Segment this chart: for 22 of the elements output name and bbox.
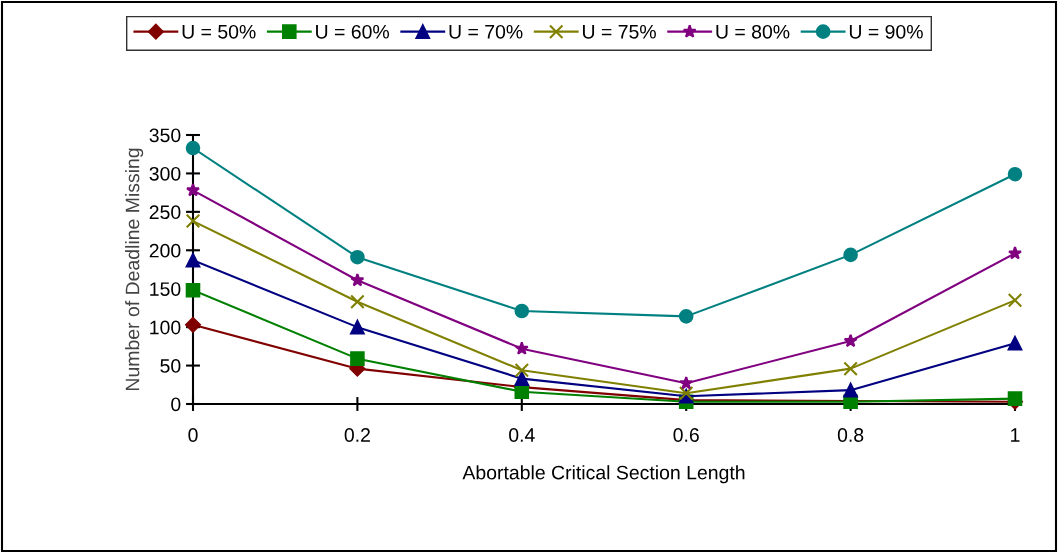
y-tick-label: 50: [160, 359, 181, 373]
y-tick-label: 300: [149, 166, 181, 181]
y-tick-label: 150: [150, 282, 181, 296]
x-axis-title: Abortable Critical Section Length: [462, 465, 745, 484]
y-tick-label: 250: [149, 205, 181, 220]
y-tick-label: 100: [150, 320, 181, 335]
legend-label: U = 75%: [583, 24, 656, 39]
legend-label: U = 90%: [849, 24, 923, 39]
y-tick-label: 200: [149, 243, 181, 258]
x-tick-label: 0: [188, 428, 198, 442]
legend-label: U = 70%: [449, 24, 523, 39]
legend-label: U = 80%: [716, 24, 790, 39]
y-tick-label: 350: [149, 128, 181, 143]
legend-label: U = 60%: [316, 24, 390, 39]
y-axis-title: Number of Deadline Missing: [125, 148, 144, 391]
x-tick-label: 0.6: [673, 428, 699, 442]
x-tick-label: 0.8: [837, 428, 864, 442]
x-tick-label: 0.2: [344, 428, 370, 442]
x-tick-label: 0.4: [509, 428, 535, 442]
x-tick-label: 1: [1011, 428, 1020, 442]
y-tick-label: 0: [171, 397, 181, 412]
legend-label: U = 50%: [182, 24, 256, 39]
